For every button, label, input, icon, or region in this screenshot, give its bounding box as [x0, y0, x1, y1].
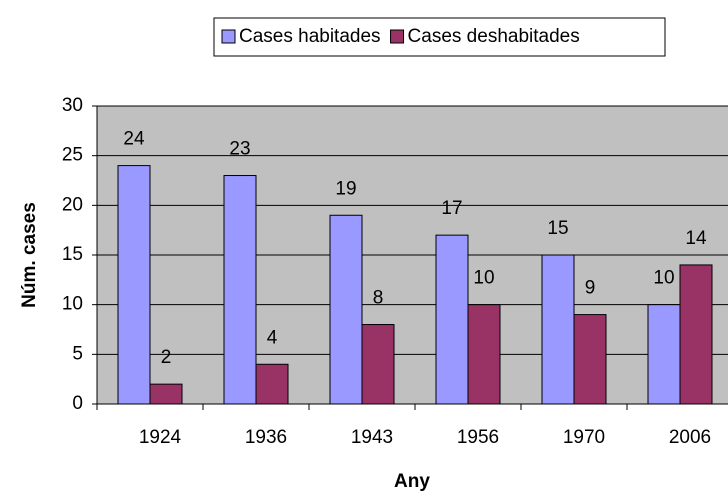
bar	[361, 324, 395, 405]
bar	[467, 304, 501, 405]
x-tick-label: 1924	[139, 427, 182, 448]
x-tick-label: 1956	[457, 427, 499, 448]
x-axis-title: Any	[394, 471, 430, 492]
x-tick-label: 1943	[351, 427, 393, 448]
data-label: 10	[653, 268, 674, 289]
legend-swatch	[221, 29, 236, 44]
data-label: 2	[161, 347, 172, 368]
y-tick-label: 30	[62, 95, 83, 116]
bar	[647, 304, 681, 405]
y-tick-label: 0	[72, 393, 83, 414]
bar	[573, 314, 607, 405]
data-label: 15	[547, 218, 568, 239]
legend-label: Cases deshabitades	[408, 26, 580, 47]
y-tick-label: 20	[62, 194, 83, 215]
data-label: 9	[585, 278, 596, 299]
x-tick-label: 1936	[245, 427, 287, 448]
legend-swatch	[390, 29, 405, 44]
bar	[149, 383, 183, 405]
x-tick-label: 2006	[669, 427, 711, 448]
bar	[541, 254, 575, 405]
data-label: 23	[229, 139, 250, 160]
data-label: 10	[473, 268, 494, 289]
bar	[435, 234, 469, 405]
y-axis-title: Núm. cases	[19, 202, 40, 308]
x-tick-label: 1970	[563, 427, 605, 448]
legend-label: Cases habitades	[239, 26, 381, 47]
y-tick-label: 15	[62, 244, 83, 265]
data-label: 14	[685, 228, 707, 249]
bar	[223, 175, 257, 405]
bar	[255, 363, 289, 405]
legend	[213, 17, 666, 57]
bar	[117, 165, 151, 405]
data-label: 8	[373, 288, 384, 309]
bar	[679, 264, 713, 405]
bar	[329, 214, 363, 405]
y-tick-label: 10	[62, 294, 83, 315]
y-tick-label: 25	[62, 145, 83, 166]
data-label: 19	[335, 178, 356, 199]
data-label: 17	[441, 198, 462, 219]
data-label: 24	[123, 129, 145, 150]
y-tick-label: 5	[72, 343, 83, 364]
data-label: 4	[267, 327, 278, 348]
